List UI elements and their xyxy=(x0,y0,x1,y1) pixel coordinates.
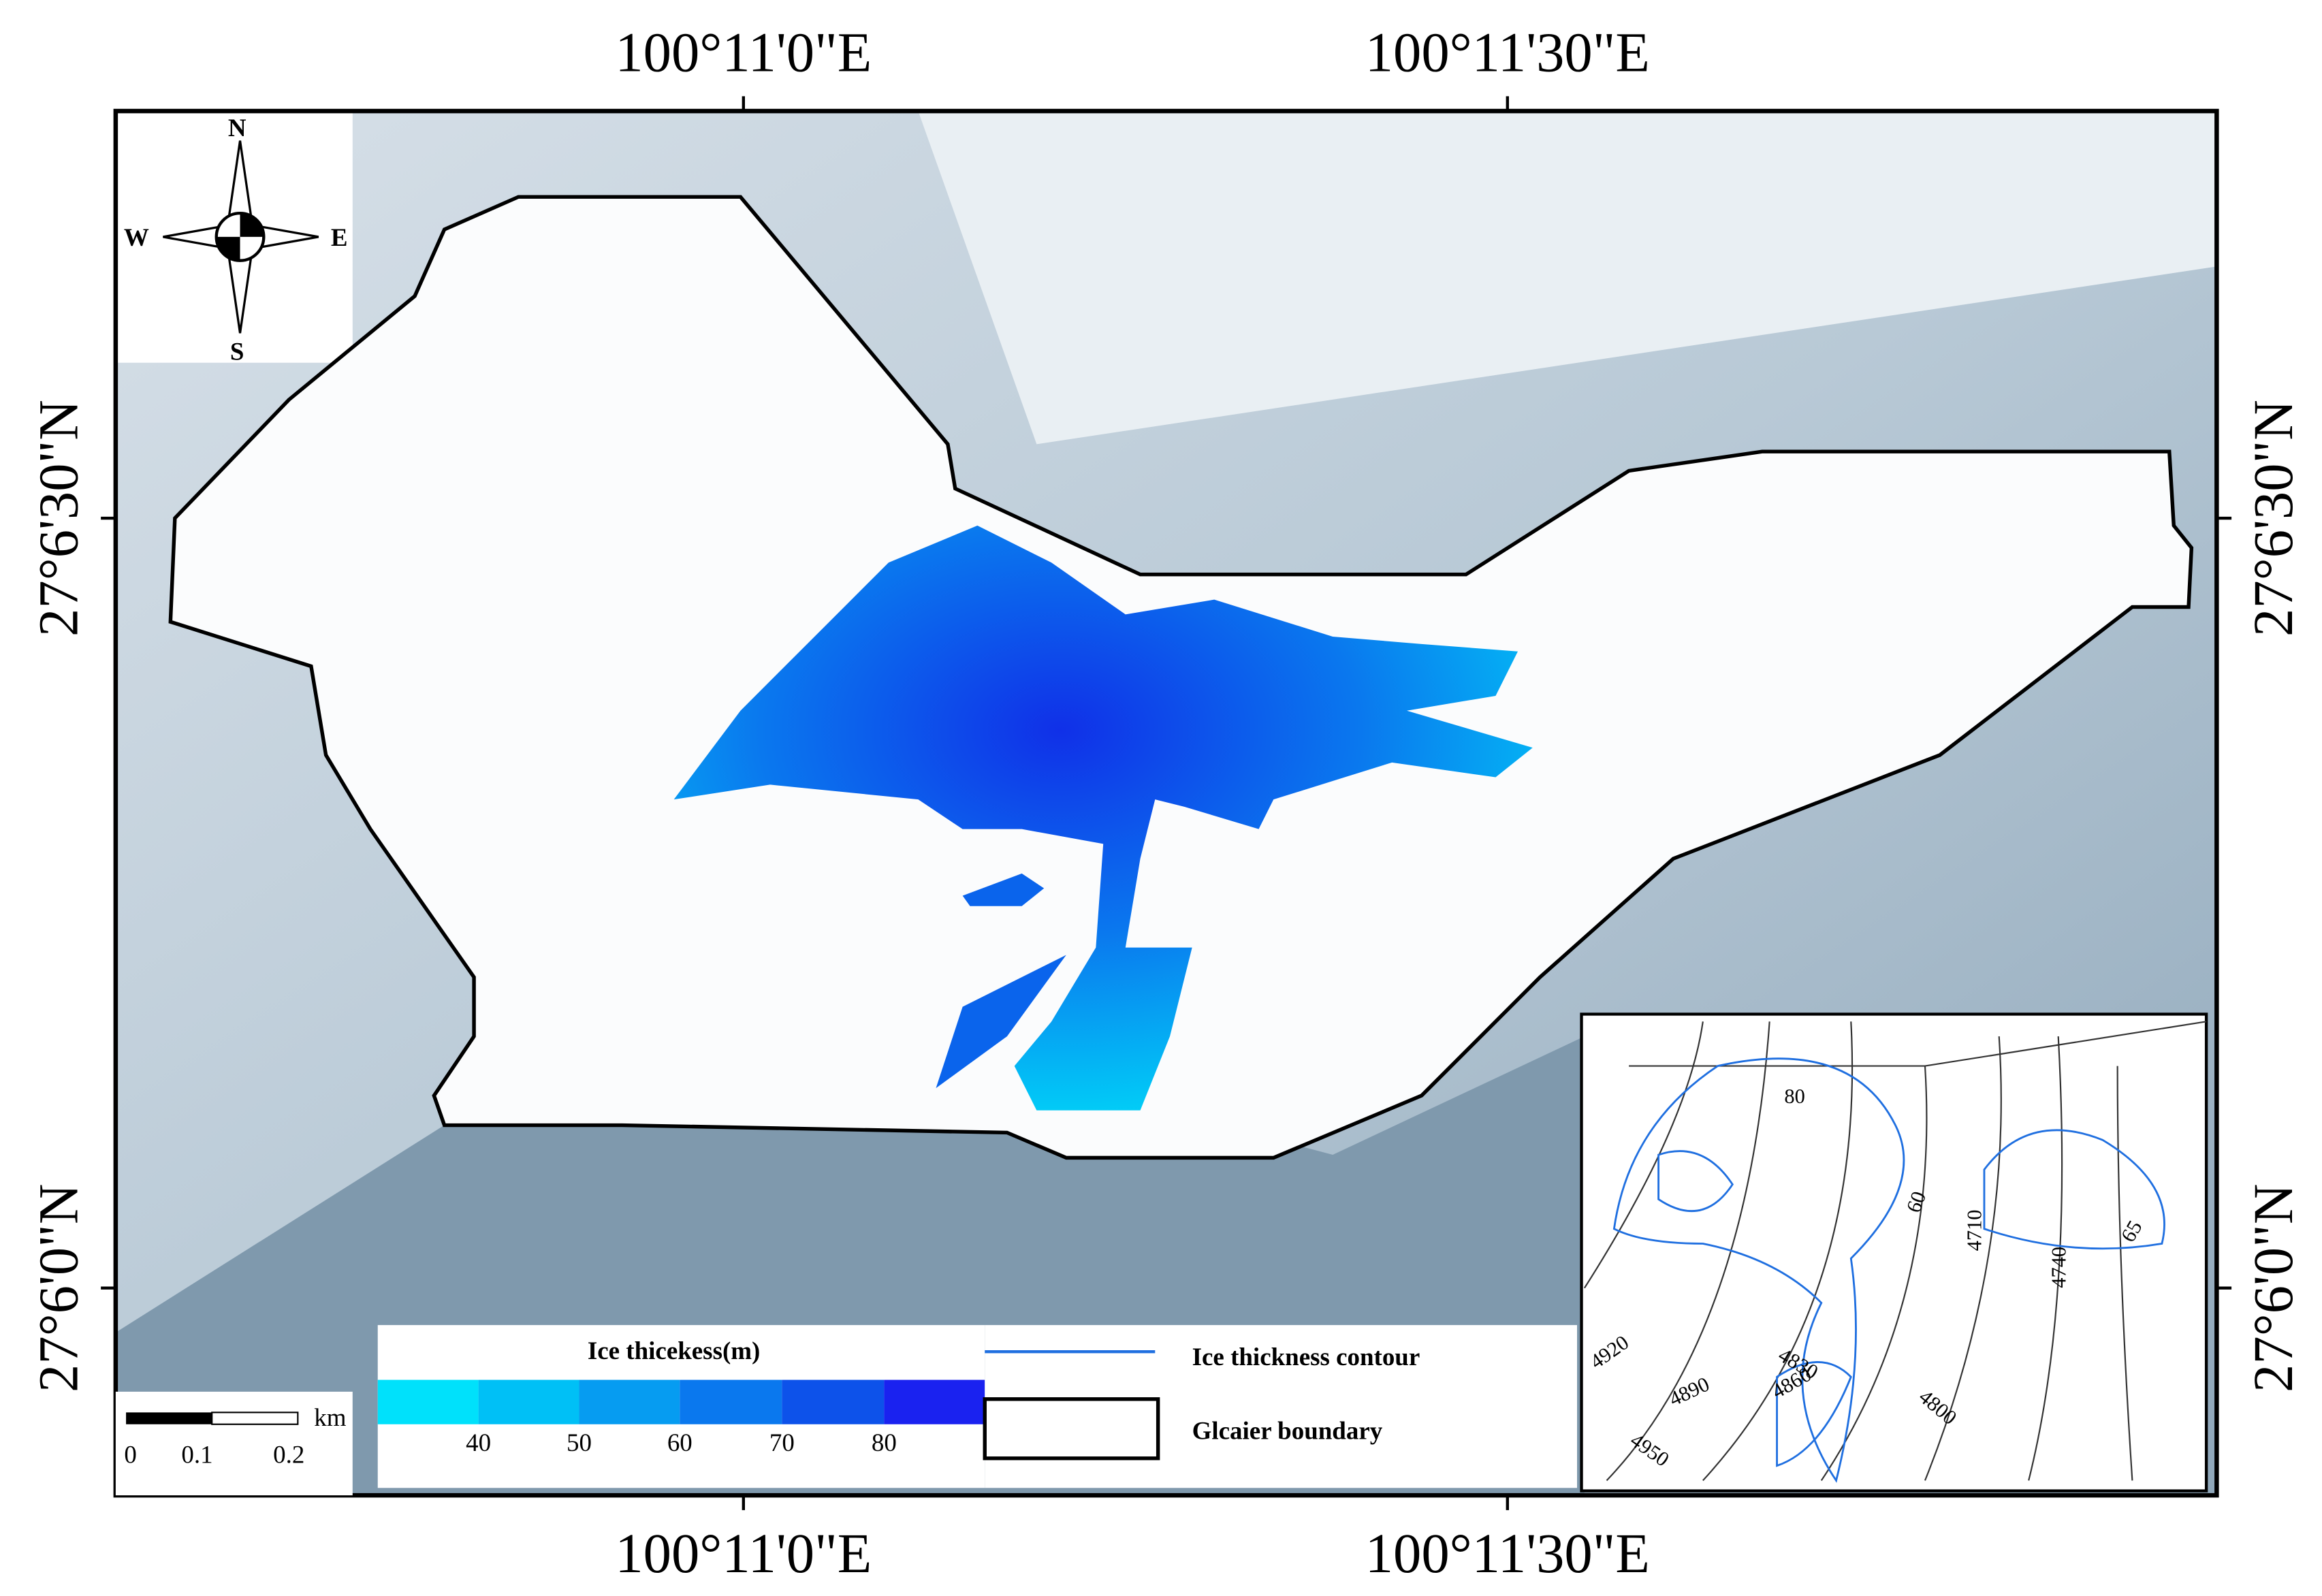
ice-thickness xyxy=(962,873,1045,906)
legend-title: Ice thicekess(m) xyxy=(588,1337,760,1365)
scale-bg xyxy=(115,1391,353,1496)
ice-thickness xyxy=(673,525,1533,1111)
coord-label: 100°11'30"E xyxy=(1365,1522,1650,1584)
legend-label: Glcaier boundary xyxy=(1192,1417,1383,1445)
compass-label: S xyxy=(230,337,244,365)
legend-tick: 50 xyxy=(567,1429,592,1456)
compass-label: W xyxy=(124,223,149,251)
coord-label: 27°6'30"N xyxy=(27,400,89,637)
scale-bar xyxy=(211,1411,299,1425)
inset-label: 4740 xyxy=(2048,1247,2071,1288)
compass xyxy=(163,140,319,334)
inset-contours xyxy=(1583,1021,2207,1482)
coord-label: 27°6'0"N xyxy=(27,1183,89,1392)
coord-label: 27°6'30"N xyxy=(2242,400,2304,637)
inset-label: 4710 xyxy=(1963,1209,1986,1251)
map-frame xyxy=(113,108,2219,1498)
scale-bar xyxy=(126,1412,212,1424)
inset-label: 80 xyxy=(1784,1085,1804,1108)
scale-label: 0.1 xyxy=(181,1440,212,1468)
inset xyxy=(1580,1012,2208,1493)
frame-ticks xyxy=(101,96,2232,1510)
inset-ice-contours xyxy=(1612,1057,2165,1483)
legend-tick: 70 xyxy=(769,1429,795,1456)
legend-tick: 80 xyxy=(872,1429,897,1456)
scale-label: 0 xyxy=(124,1440,136,1468)
coord-label: 27°6'0"N xyxy=(2242,1183,2304,1392)
coord-label: 100°11'0"E xyxy=(615,1522,872,1584)
legend-label: Ice thickness contour xyxy=(1192,1343,1420,1371)
legend-swatches xyxy=(377,1379,985,1424)
legend-tick: 40 xyxy=(466,1429,491,1456)
boundary-symbol xyxy=(983,1397,1160,1461)
ice-thickness xyxy=(936,955,1066,1089)
compass-label: N xyxy=(228,114,246,142)
scale-label: 0.2 xyxy=(273,1440,304,1468)
snow-area xyxy=(355,111,2217,445)
scale-unit: km xyxy=(314,1403,346,1431)
coord-label: 100°11'0"E xyxy=(615,20,872,83)
coord-label: 100°11'30"E xyxy=(1365,20,1650,83)
legend-tick: 60 xyxy=(667,1429,693,1456)
compass-label: E xyxy=(331,223,348,251)
